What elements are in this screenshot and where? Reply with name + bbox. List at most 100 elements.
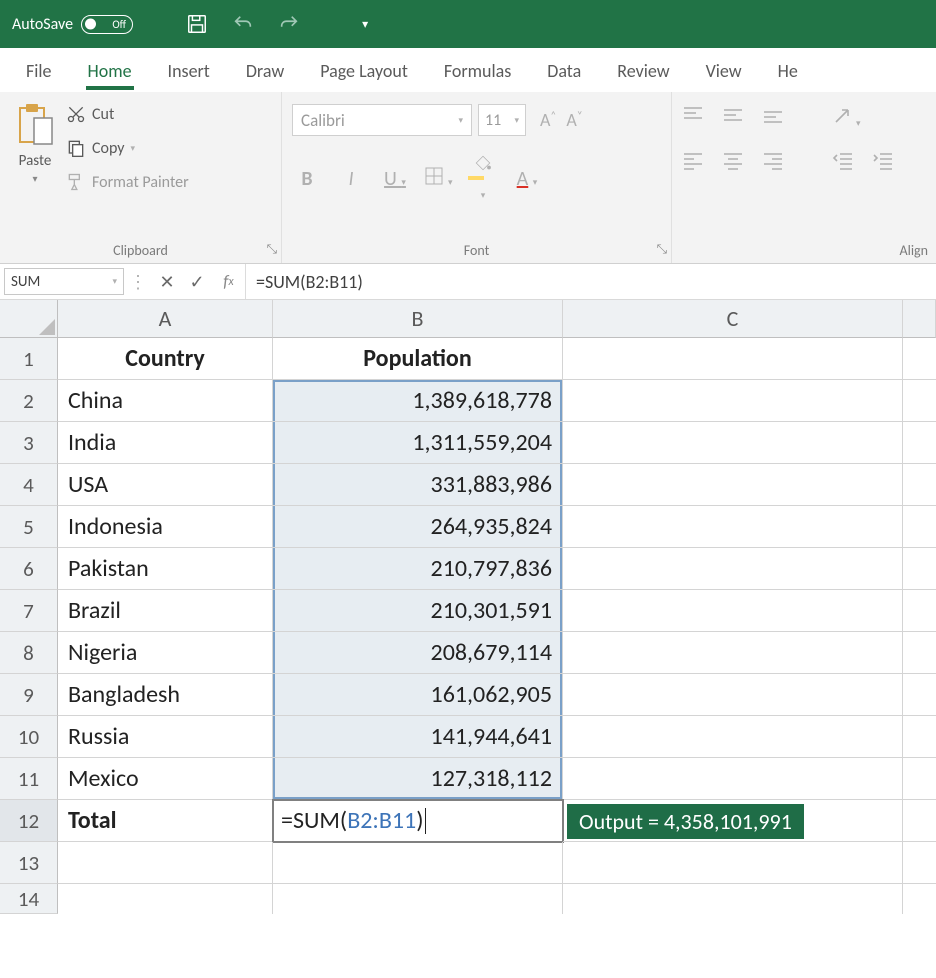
cell-B14[interactable] <box>273 884 563 914</box>
cell-D8[interactable] <box>903 632 936 674</box>
align-center-icon[interactable] <box>722 151 744 176</box>
cell-D9[interactable] <box>903 674 936 716</box>
cell-B4[interactable]: 331,883,986 <box>273 464 563 506</box>
paste-dropdown-icon[interactable]: ▾ <box>32 172 37 185</box>
cell-B3[interactable]: 1,311,559,204 <box>273 422 563 464</box>
qat-customize-icon[interactable]: ▾ <box>353 12 377 36</box>
name-box[interactable]: SUM ▾ <box>4 268 124 295</box>
cell-B5[interactable]: 264,935,824 <box>273 506 563 548</box>
col-header-B[interactable]: B <box>273 300 563 338</box>
undo-icon[interactable] <box>231 12 255 36</box>
cell-B6[interactable]: 210,797,836 <box>273 548 563 590</box>
cell-D3[interactable] <box>903 422 936 464</box>
cell-C7[interactable] <box>563 590 903 632</box>
font-size-combo[interactable]: 11 ▾ <box>478 104 526 136</box>
cell-A1[interactable]: Country <box>58 338 273 380</box>
cell-D14[interactable] <box>903 884 936 914</box>
row-header[interactable]: 3 <box>0 422 58 464</box>
cell-B8[interactable]: 208,679,114 <box>273 632 563 674</box>
row-header[interactable]: 11 <box>0 758 58 800</box>
copy-button[interactable]: Copy ▾ <box>66 138 189 158</box>
decrease-indent-icon[interactable] <box>832 151 854 176</box>
enter-formula-button[interactable]: ✓ <box>182 264 212 299</box>
cell-A10[interactable]: Russia <box>58 716 273 758</box>
format-painter-button[interactable]: Format Painter <box>66 172 189 192</box>
cell-C8[interactable] <box>563 632 903 674</box>
cell-C6[interactable] <box>563 548 903 590</box>
cell-C14[interactable] <box>563 884 903 914</box>
cell-B10[interactable]: 141,944,641 <box>273 716 563 758</box>
cell-A7[interactable]: Brazil <box>58 590 273 632</box>
tab-draw[interactable]: Draw <box>228 50 302 92</box>
row-header[interactable]: 12 <box>0 800 58 842</box>
cell-D7[interactable] <box>903 590 936 632</box>
decrease-font-icon[interactable]: A˅ <box>566 109 582 131</box>
font-name-combo[interactable]: Calibri ▾ <box>292 104 472 136</box>
row-header[interactable]: 13 <box>0 842 58 884</box>
cell-A5[interactable]: Indonesia <box>58 506 273 548</box>
save-icon[interactable] <box>185 12 209 36</box>
col-header-C[interactable]: C <box>563 300 903 338</box>
row-header[interactable]: 4 <box>0 464 58 506</box>
tab-data[interactable]: Data <box>529 50 599 92</box>
cell-D4[interactable] <box>903 464 936 506</box>
align-left-icon[interactable] <box>682 151 704 176</box>
cell-C5[interactable] <box>563 506 903 548</box>
fill-color-button[interactable]: ▾ <box>468 154 498 204</box>
tab-formulas[interactable]: Formulas <box>426 50 529 92</box>
cell-A11[interactable]: Mexico <box>58 758 273 800</box>
cell-C3[interactable] <box>563 422 903 464</box>
cell-A4[interactable]: USA <box>58 464 273 506</box>
row-header[interactable]: 10 <box>0 716 58 758</box>
italic-button[interactable]: I <box>336 167 366 191</box>
fx-icon[interactable]: fx <box>212 264 246 299</box>
cell-B12-active[interactable]: =SUM(B2:B11) <box>273 800 563 842</box>
row-header[interactable]: 14 <box>0 884 58 914</box>
cut-button[interactable]: Cut <box>66 104 189 124</box>
tab-page-layout[interactable]: Page Layout <box>302 50 426 92</box>
cell-B13[interactable] <box>273 842 563 884</box>
cell-D12[interactable] <box>903 800 936 842</box>
align-bottom-icon[interactable] <box>762 106 784 131</box>
row-header[interactable]: 5 <box>0 506 58 548</box>
align-right-icon[interactable] <box>762 151 784 176</box>
cell-B7[interactable]: 210,301,591 <box>273 590 563 632</box>
col-header-D[interactable] <box>903 300 936 338</box>
orientation-icon[interactable]: ▾ <box>832 106 861 131</box>
cell-C13[interactable] <box>563 842 903 884</box>
font-color-button[interactable]: A ▾ <box>512 167 542 191</box>
cell-D1[interactable] <box>903 338 936 380</box>
border-button[interactable]: ▾ <box>424 167 454 191</box>
tab-review[interactable]: Review <box>599 50 687 92</box>
cell-A3[interactable]: India <box>58 422 273 464</box>
cell-A2[interactable]: China <box>58 380 273 422</box>
row-header[interactable]: 7 <box>0 590 58 632</box>
worksheet-grid[interactable]: A B C 1 Country Population 2China1,389,6… <box>0 300 936 914</box>
underline-button[interactable]: U ▾ <box>380 167 410 191</box>
cell-C9[interactable] <box>563 674 903 716</box>
cell-A9[interactable]: Bangladesh <box>58 674 273 716</box>
cell-D2[interactable] <box>903 380 936 422</box>
cancel-formula-button[interactable]: ✕ <box>152 264 182 299</box>
cell-A6[interactable]: Pakistan <box>58 548 273 590</box>
align-top-icon[interactable] <box>682 106 704 131</box>
cell-B2[interactable]: 1,389,618,778 <box>273 380 563 422</box>
cell-C12[interactable]: Output = 4,358,101,991 <box>563 800 903 842</box>
autosave-control[interactable]: AutoSave Off <box>12 15 133 34</box>
redo-icon[interactable] <box>277 12 301 36</box>
align-middle-icon[interactable] <box>722 106 744 131</box>
row-header[interactable]: 8 <box>0 632 58 674</box>
cell-D6[interactable] <box>903 548 936 590</box>
cell-C2[interactable] <box>563 380 903 422</box>
cell-D5[interactable] <box>903 506 936 548</box>
tab-file[interactable]: File <box>8 50 70 92</box>
cell-D10[interactable] <box>903 716 936 758</box>
col-header-A[interactable]: A <box>58 300 273 338</box>
cell-A14[interactable] <box>58 884 273 914</box>
cell-A12[interactable]: Total <box>58 800 273 842</box>
formula-bar-input[interactable]: =SUM(B2:B11) <box>246 264 936 299</box>
row-header[interactable]: 1 <box>0 338 58 380</box>
row-header[interactable]: 6 <box>0 548 58 590</box>
tab-view[interactable]: View <box>688 50 760 92</box>
paste-button[interactable]: Paste ▾ <box>10 100 60 192</box>
